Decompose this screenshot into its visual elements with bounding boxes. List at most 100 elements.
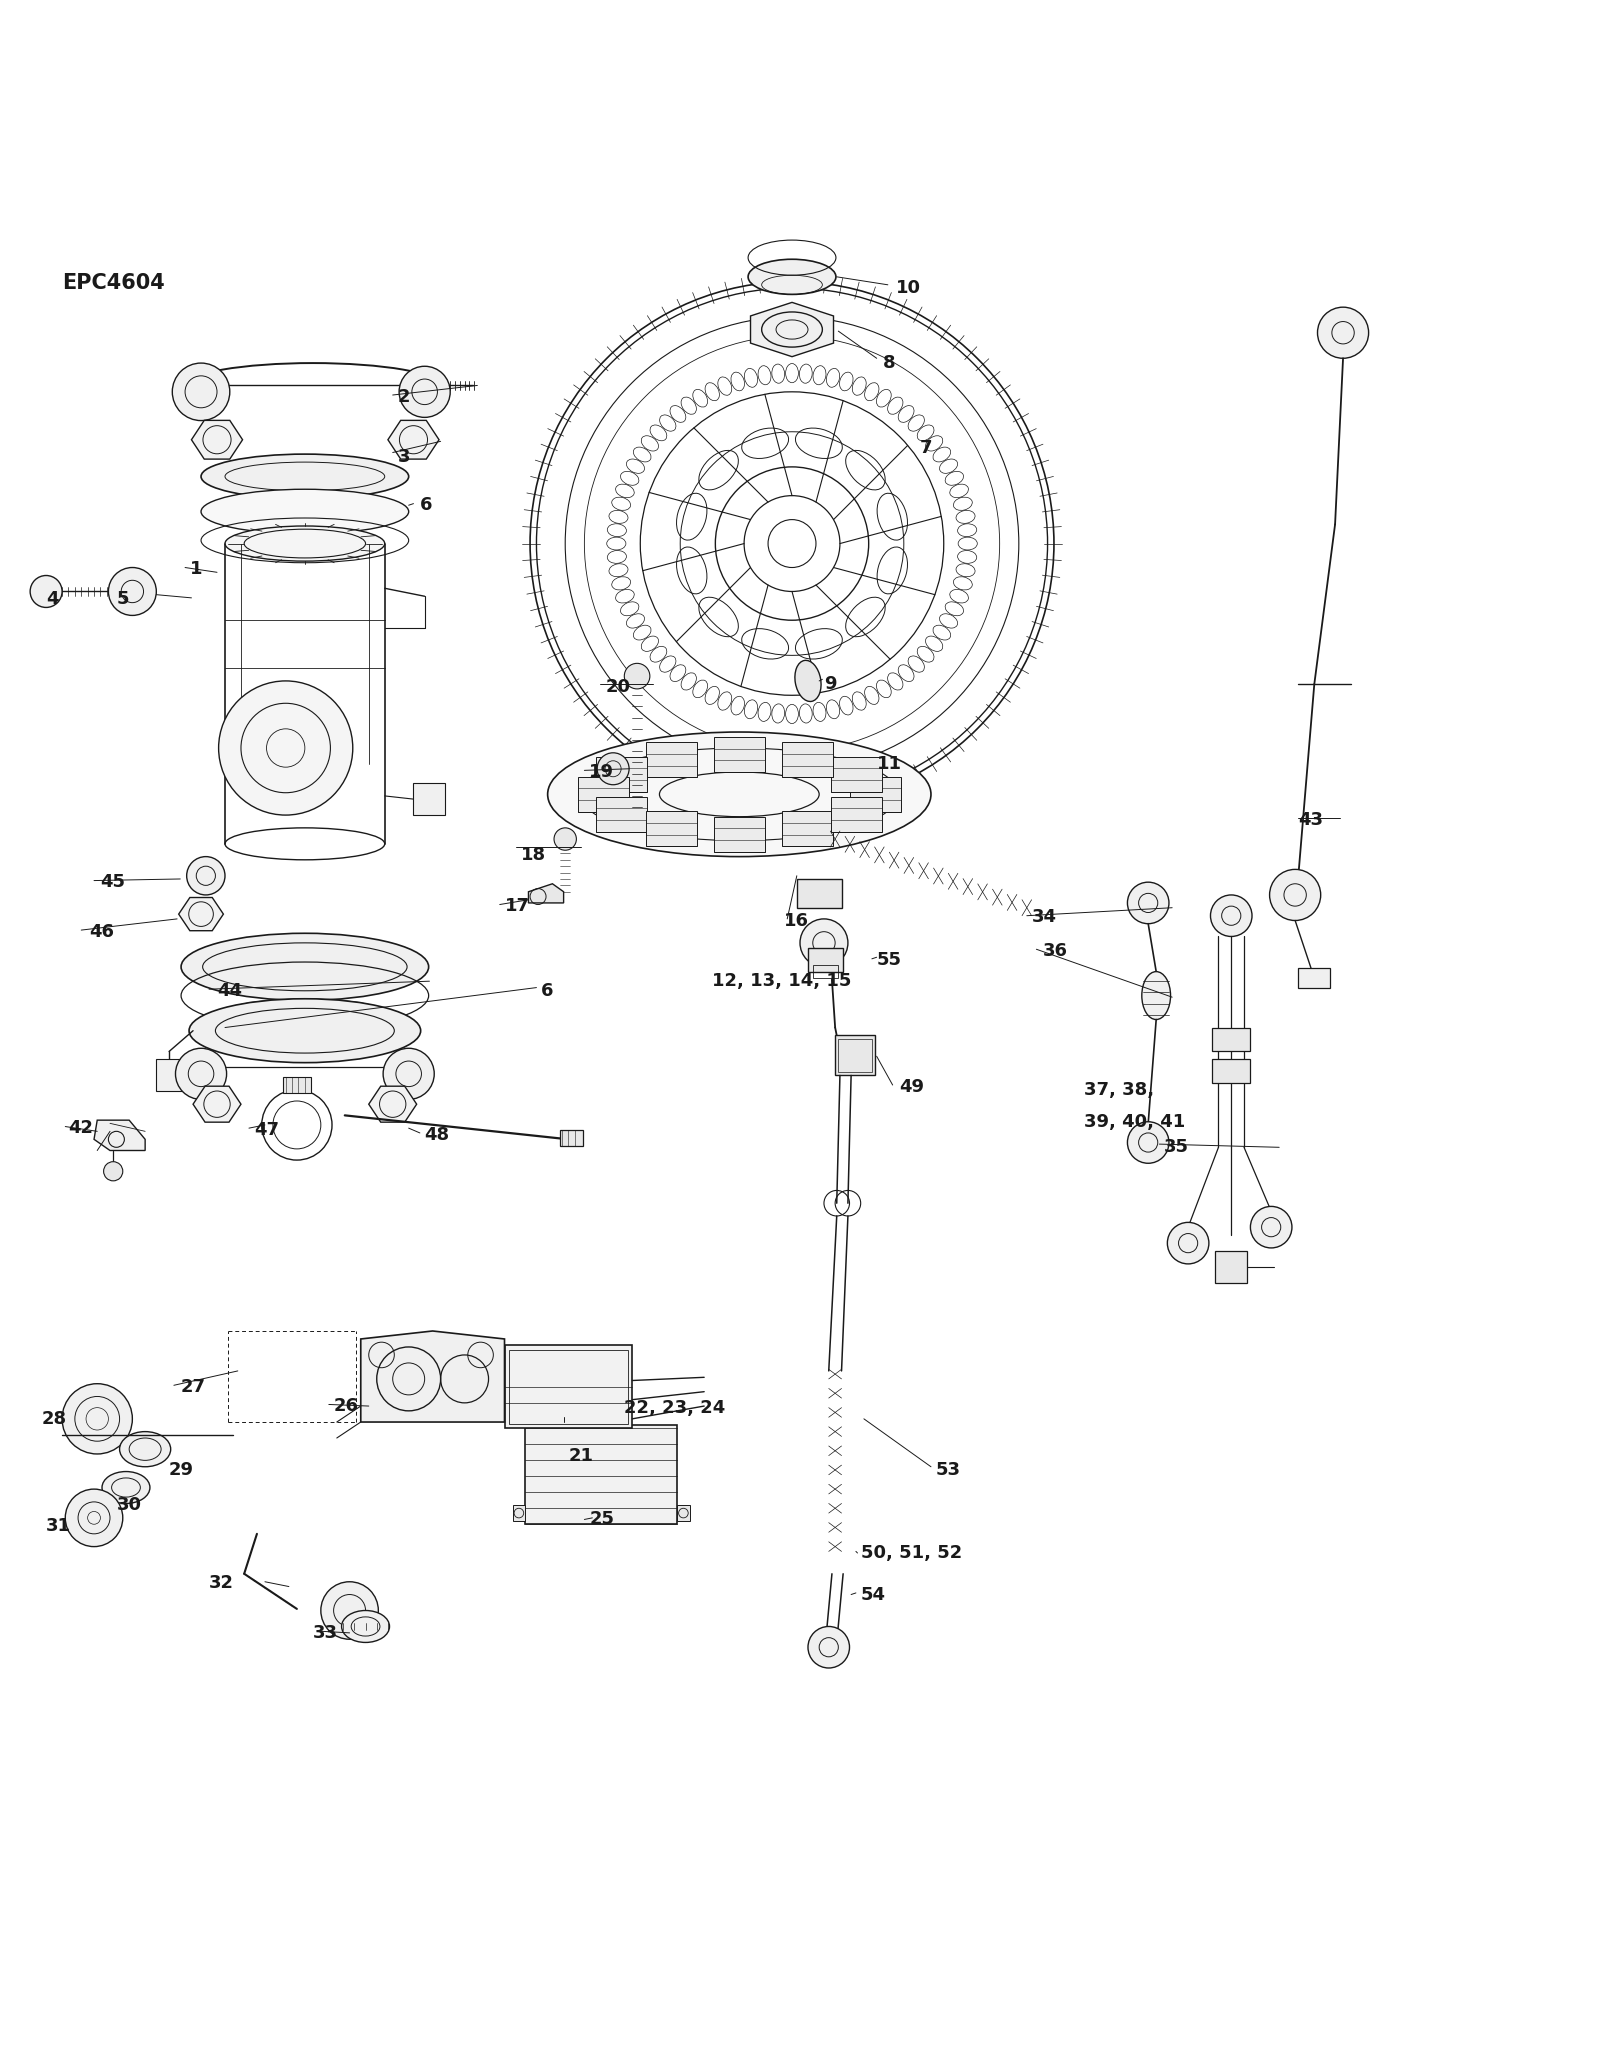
Text: 54: 54: [861, 1586, 886, 1603]
Ellipse shape: [102, 1472, 150, 1504]
Circle shape: [173, 362, 230, 420]
Polygon shape: [782, 741, 832, 777]
Ellipse shape: [202, 489, 408, 534]
Circle shape: [554, 828, 576, 851]
Ellipse shape: [226, 526, 384, 561]
Polygon shape: [750, 302, 834, 356]
Text: 42: 42: [69, 1118, 93, 1137]
Circle shape: [109, 567, 157, 615]
Text: 49: 49: [899, 1077, 925, 1096]
Polygon shape: [714, 816, 765, 851]
Text: 33: 33: [314, 1624, 338, 1642]
Bar: [512, 1506, 525, 1520]
Text: 21: 21: [568, 1446, 594, 1464]
Circle shape: [1251, 1207, 1291, 1249]
Bar: [835, 1036, 875, 1075]
Circle shape: [187, 857, 226, 895]
Bar: [1298, 969, 1330, 988]
Circle shape: [398, 367, 450, 418]
Ellipse shape: [181, 934, 429, 1000]
Bar: [525, 1425, 677, 1524]
Text: 3: 3: [397, 447, 410, 466]
Bar: [1213, 1060, 1251, 1083]
Circle shape: [597, 752, 629, 785]
Bar: [838, 1040, 872, 1073]
Text: 16: 16: [784, 911, 810, 930]
Ellipse shape: [202, 454, 408, 499]
Text: 27: 27: [181, 1377, 205, 1396]
Polygon shape: [360, 1332, 504, 1423]
Polygon shape: [850, 777, 901, 812]
Text: EPC4604: EPC4604: [62, 273, 165, 294]
Text: 5: 5: [117, 590, 130, 609]
Circle shape: [176, 1048, 227, 1100]
Text: 53: 53: [936, 1460, 960, 1479]
Text: 25: 25: [589, 1510, 614, 1528]
Circle shape: [322, 1582, 378, 1640]
Text: 44: 44: [218, 982, 242, 1000]
Bar: [797, 878, 842, 907]
Ellipse shape: [189, 998, 421, 1062]
Bar: [509, 1350, 627, 1423]
Circle shape: [30, 576, 62, 607]
Circle shape: [1128, 1122, 1170, 1164]
Text: 29: 29: [170, 1460, 194, 1479]
Ellipse shape: [120, 1431, 171, 1466]
Text: 17: 17: [504, 897, 530, 915]
Text: 26: 26: [334, 1398, 358, 1414]
Polygon shape: [597, 797, 648, 833]
Text: 31: 31: [46, 1516, 70, 1535]
Text: 48: 48: [424, 1125, 450, 1143]
Bar: [808, 949, 843, 971]
Text: 7: 7: [920, 439, 933, 458]
Circle shape: [1128, 882, 1170, 924]
Polygon shape: [597, 756, 648, 791]
Text: 28: 28: [42, 1410, 67, 1427]
Text: 47: 47: [254, 1120, 278, 1139]
Text: 34: 34: [1032, 909, 1056, 926]
Text: 39, 40, 41: 39, 40, 41: [1085, 1112, 1186, 1131]
Text: 30: 30: [117, 1495, 141, 1514]
Text: 4: 4: [46, 590, 59, 609]
Text: 8: 8: [883, 354, 896, 373]
Polygon shape: [387, 420, 438, 460]
Text: 43: 43: [1298, 812, 1323, 828]
Circle shape: [800, 920, 848, 967]
Polygon shape: [832, 756, 883, 791]
Polygon shape: [578, 777, 629, 812]
Polygon shape: [646, 741, 698, 777]
Text: 46: 46: [90, 924, 114, 940]
Bar: [813, 965, 838, 978]
Bar: [1213, 1027, 1251, 1052]
Polygon shape: [192, 420, 243, 460]
Circle shape: [624, 663, 650, 690]
Polygon shape: [94, 1120, 146, 1151]
Text: 11: 11: [877, 756, 902, 772]
Bar: [157, 1060, 182, 1091]
Polygon shape: [368, 1085, 416, 1122]
Text: 20: 20: [605, 679, 630, 696]
Text: 55: 55: [877, 951, 902, 969]
Bar: [504, 1346, 632, 1429]
Circle shape: [219, 681, 352, 816]
Text: 10: 10: [896, 280, 922, 296]
Bar: [283, 1077, 312, 1093]
Circle shape: [1269, 870, 1320, 920]
Text: 19: 19: [589, 762, 614, 781]
Circle shape: [808, 1626, 850, 1667]
Ellipse shape: [749, 259, 835, 294]
Circle shape: [66, 1489, 123, 1547]
Text: 6: 6: [541, 982, 554, 1000]
Ellipse shape: [341, 1611, 389, 1642]
Bar: [677, 1506, 690, 1520]
Circle shape: [1168, 1222, 1210, 1263]
Polygon shape: [714, 737, 765, 772]
Text: 12, 13, 14, 15: 12, 13, 14, 15: [712, 971, 851, 990]
Text: 45: 45: [101, 874, 125, 891]
Text: 6: 6: [419, 497, 432, 514]
Polygon shape: [179, 897, 224, 930]
Bar: [1216, 1251, 1248, 1284]
Text: 1: 1: [190, 559, 202, 578]
Circle shape: [104, 1162, 123, 1180]
Polygon shape: [528, 884, 563, 903]
